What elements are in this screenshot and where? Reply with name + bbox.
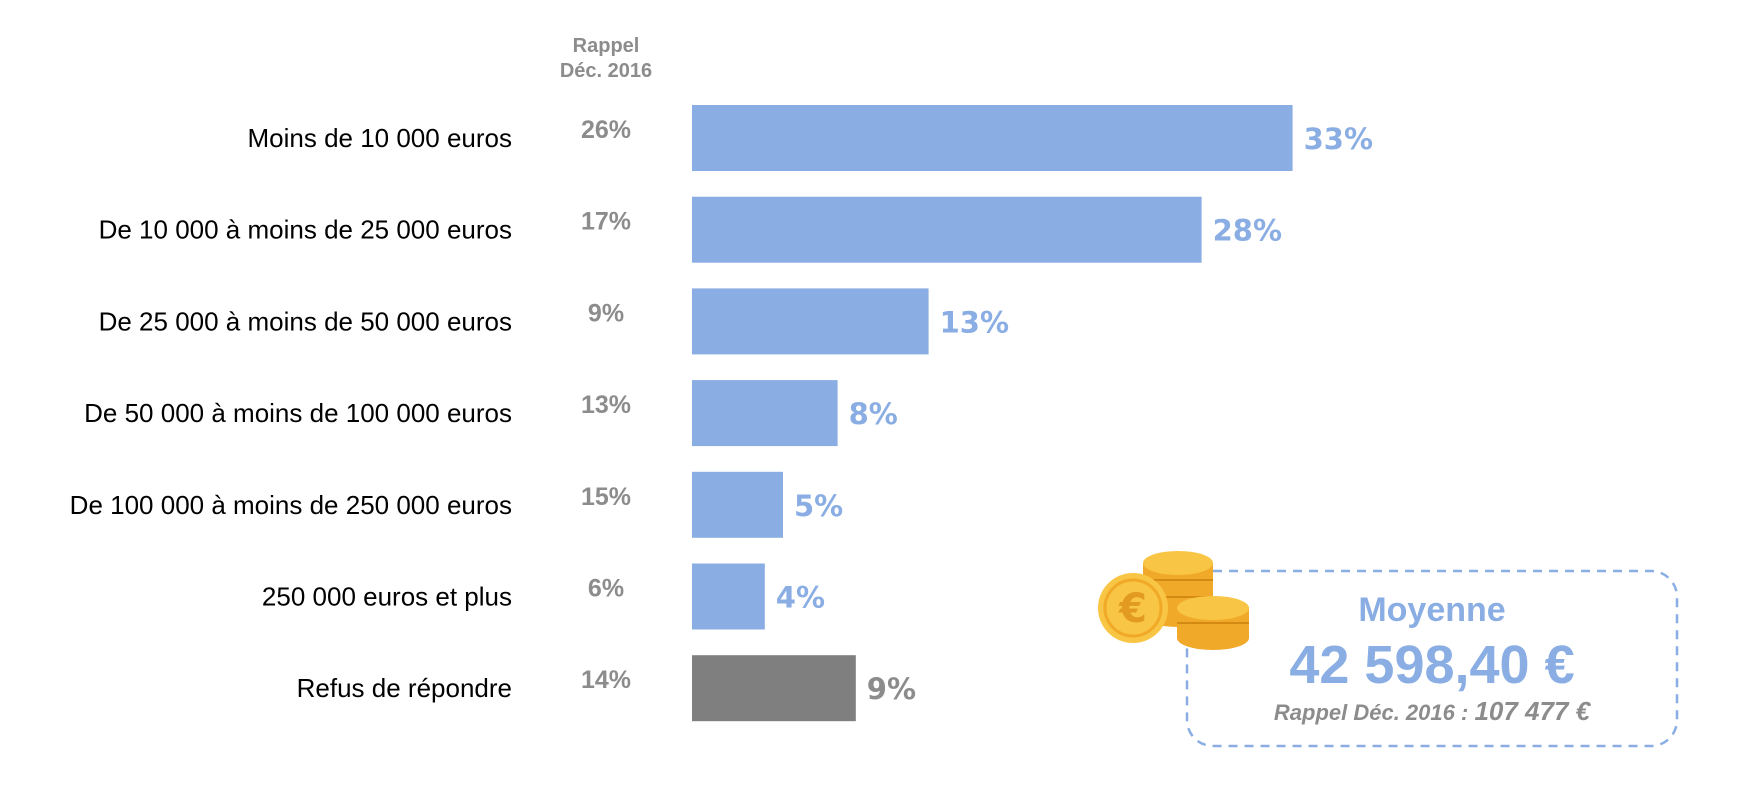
rappel-values: 26% 17% 9% 13% 15% 6% 14% <box>581 116 631 694</box>
category-label: Refus de répondre <box>297 673 512 703</box>
bar-value-label: 8% <box>849 397 898 431</box>
rappel-header-line-2: Déc. 2016 <box>560 60 652 82</box>
bar <box>692 380 838 447</box>
average-title: Moyenne <box>1358 591 1505 629</box>
rappel-value: 14% <box>581 666 631 694</box>
bars <box>692 105 1293 722</box>
svg-text:€: € <box>1118 586 1147 632</box>
bar-value-labels: 33% 28% 13% 8% 5% 4% 9% <box>776 122 1373 706</box>
category-labels: Moins de 10 000 euros De 10 000 à moins d… <box>70 123 512 703</box>
bar <box>692 471 783 538</box>
average-rappel-prefix: Rappel Déc. 2016 : <box>1274 700 1475 725</box>
rappel-value: 17% <box>581 208 631 236</box>
rappel-header-line-1: Rappel <box>573 35 640 57</box>
bar-value-label: 13% <box>940 305 1009 339</box>
euro-coins-icon: € <box>1098 551 1249 650</box>
bar-value-label: 5% <box>794 489 843 523</box>
bar <box>692 563 765 630</box>
category-label: De 10 000 à moins de 25 000 euros <box>99 215 512 245</box>
bar <box>692 655 856 722</box>
bar <box>692 105 1293 171</box>
bar-value-label: 33% <box>1304 122 1373 156</box>
bar <box>692 196 1202 263</box>
rappel-value: 13% <box>581 391 631 419</box>
rappel-value: 15% <box>581 483 631 511</box>
category-label: De 100 000 à moins de 250 000 euros <box>70 490 512 520</box>
rappel-header: Rappel Déc. 2016 <box>560 35 652 82</box>
category-label: De 25 000 à moins de 50 000 euros <box>99 306 512 336</box>
average-rappel: Rappel Déc. 2016 : 107 477 € <box>1274 696 1592 726</box>
rappel-value: 9% <box>588 299 624 327</box>
bar-value-label: 9% <box>867 672 916 706</box>
bar-value-label: 4% <box>776 581 825 615</box>
bar-value-label: 28% <box>1213 214 1282 248</box>
average-summary: € Moyenne 42 598,40 € Rappel Déc. 2016 :… <box>1098 551 1679 748</box>
bar <box>692 288 929 355</box>
category-label: Moins de 10 000 euros <box>247 123 512 153</box>
category-label: 250 000 euros et plus <box>262 582 512 612</box>
category-label: De 50 000 à moins de 100 000 euros <box>84 398 512 428</box>
rappel-value: 26% <box>581 116 631 144</box>
average-rappel-value: 107 477 € <box>1474 696 1591 726</box>
rappel-value: 6% <box>588 575 624 603</box>
average-value: 42 598,40 € <box>1289 635 1574 695</box>
